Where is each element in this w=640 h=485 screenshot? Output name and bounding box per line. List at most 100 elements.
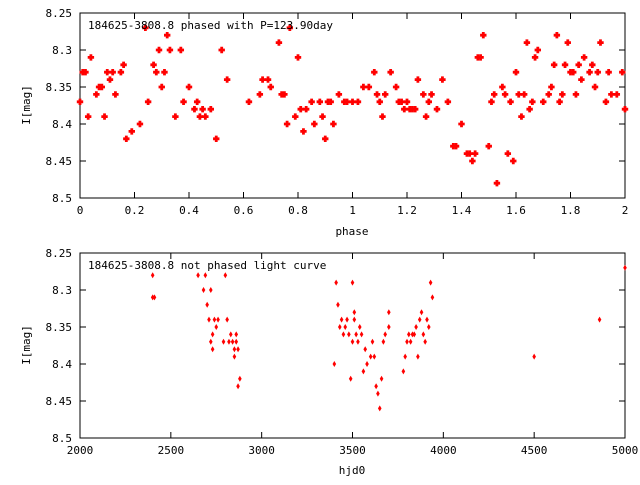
unphased-x-tick-label: 4000 bbox=[430, 444, 457, 457]
unphased-data-point bbox=[376, 390, 380, 397]
phased-y-tick-label: 8.25 bbox=[46, 7, 73, 20]
phased-data-point bbox=[608, 91, 615, 98]
unphased-data-point bbox=[214, 324, 219, 330]
phased-data-point bbox=[471, 150, 479, 157]
phased-y-ticks: 8.25 8.3 8.35 8.4 8.45 8.5 bbox=[46, 7, 625, 205]
phased-data-point bbox=[373, 91, 381, 98]
phased-data-point bbox=[387, 69, 394, 76]
phased-data-point bbox=[199, 106, 206, 113]
phased-y-tick-label: 8.4 bbox=[52, 118, 72, 131]
phased-x-tick-label: 2 bbox=[622, 204, 629, 217]
phased-data-point bbox=[403, 98, 411, 105]
unphased-x-tick-label: 2500 bbox=[158, 444, 185, 457]
phased-x-tick-label: 1.4 bbox=[452, 204, 472, 217]
phased-x-tick-label: 0.6 bbox=[234, 204, 254, 217]
phased-x-tick-label: 1.8 bbox=[561, 204, 581, 217]
phased-data-point bbox=[589, 61, 596, 68]
phased-data-point bbox=[223, 76, 231, 83]
phased-data-point bbox=[311, 120, 318, 128]
phased-data-point bbox=[136, 120, 144, 128]
unphased-data-point bbox=[383, 331, 387, 338]
unphased-data-point bbox=[410, 331, 415, 338]
phased-data-point bbox=[548, 83, 555, 91]
phased-data-point bbox=[613, 91, 621, 98]
phased-x-tick-label: 0.8 bbox=[288, 204, 308, 217]
phased-data-point bbox=[177, 46, 185, 54]
unphased-data-point bbox=[623, 264, 627, 271]
phased-data-point bbox=[580, 54, 588, 61]
phased-data-point bbox=[526, 106, 533, 113]
phased-data-point bbox=[392, 83, 400, 91]
unphased-chart-title: 184625-3808.8 not phased light curve bbox=[88, 259, 326, 272]
phased-data-point bbox=[327, 98, 334, 105]
unphased-data-point bbox=[203, 272, 208, 279]
phased-data-point bbox=[106, 76, 114, 83]
phased-data-point bbox=[300, 128, 307, 135]
phased-data-point bbox=[354, 98, 362, 105]
phased-data-point bbox=[360, 83, 367, 91]
phased-data-point bbox=[98, 83, 105, 91]
unphased-data-point bbox=[361, 368, 366, 375]
unphased-x-tick-label: 4500 bbox=[521, 444, 548, 457]
phased-data-point bbox=[586, 69, 593, 76]
phased-data-point bbox=[112, 91, 119, 98]
phased-data-point bbox=[545, 91, 552, 98]
phased-data-point bbox=[104, 69, 111, 76]
phased-data-point bbox=[150, 61, 157, 68]
unphased-data-point bbox=[405, 338, 409, 345]
phased-data-point bbox=[259, 76, 266, 83]
phased-data-point bbox=[292, 113, 299, 120]
phased-data-point bbox=[501, 91, 509, 98]
unphased-data-point bbox=[372, 353, 377, 360]
unphased-y-tick-label: 8.35 bbox=[46, 321, 73, 334]
phased-data-point bbox=[477, 54, 484, 61]
phased-y-tick-label: 8.5 bbox=[52, 192, 72, 205]
unphased-data-point bbox=[350, 279, 355, 286]
unphased-data-point bbox=[403, 353, 407, 360]
unphased-data-point bbox=[150, 272, 155, 279]
unphased-data-point bbox=[412, 331, 417, 338]
phased-data-point bbox=[518, 113, 525, 120]
unphased-data-point bbox=[428, 279, 433, 286]
unphased-data-point bbox=[387, 324, 391, 330]
unphased-data-point bbox=[337, 324, 342, 330]
phased-x-axis-label: phase bbox=[335, 225, 368, 238]
phased-data-point bbox=[286, 24, 294, 31]
unphased-data-point bbox=[381, 338, 386, 345]
unphased-data-point bbox=[425, 316, 429, 323]
phased-data-point bbox=[428, 91, 435, 98]
phased-data-point bbox=[322, 135, 329, 142]
phased-data-point bbox=[578, 76, 585, 83]
phased-x-tick-label: 0.2 bbox=[125, 204, 145, 217]
phased-data-point bbox=[316, 98, 323, 105]
phased-data-point bbox=[469, 157, 476, 165]
unphased-data-point bbox=[210, 346, 215, 353]
unphased-data-point bbox=[234, 331, 239, 338]
phased-data-point bbox=[444, 98, 452, 105]
phased-data-point bbox=[93, 91, 100, 98]
phased-data-point bbox=[540, 98, 547, 105]
unphased-data-point bbox=[201, 287, 206, 293]
phased-chart-title: 184625-3808.8 phased with P=123.90day bbox=[88, 19, 333, 32]
unphased-data-point bbox=[532, 353, 536, 360]
phased-data-point bbox=[161, 69, 168, 76]
unphased-data-point bbox=[230, 338, 235, 345]
unphased-data-point bbox=[341, 331, 346, 338]
unphased-data-point bbox=[334, 279, 338, 286]
phased-data-point bbox=[379, 113, 386, 120]
unphased-data-point bbox=[210, 331, 215, 338]
phased-data-point bbox=[531, 54, 539, 61]
unphased-data-point bbox=[417, 316, 422, 323]
phased-data-point bbox=[550, 61, 558, 68]
phased-data-point bbox=[376, 98, 383, 105]
unphased-data-point bbox=[236, 346, 240, 353]
phased-data-point bbox=[123, 135, 130, 142]
phased-data-point bbox=[504, 150, 512, 157]
phased-data-point bbox=[556, 98, 563, 105]
phased-data-point bbox=[302, 106, 310, 113]
phased-data-point bbox=[349, 98, 356, 105]
phased-data-point bbox=[559, 91, 566, 98]
unphased-data-point bbox=[352, 316, 357, 323]
phased-data-point bbox=[87, 54, 95, 61]
unphased-data-point bbox=[597, 316, 602, 323]
